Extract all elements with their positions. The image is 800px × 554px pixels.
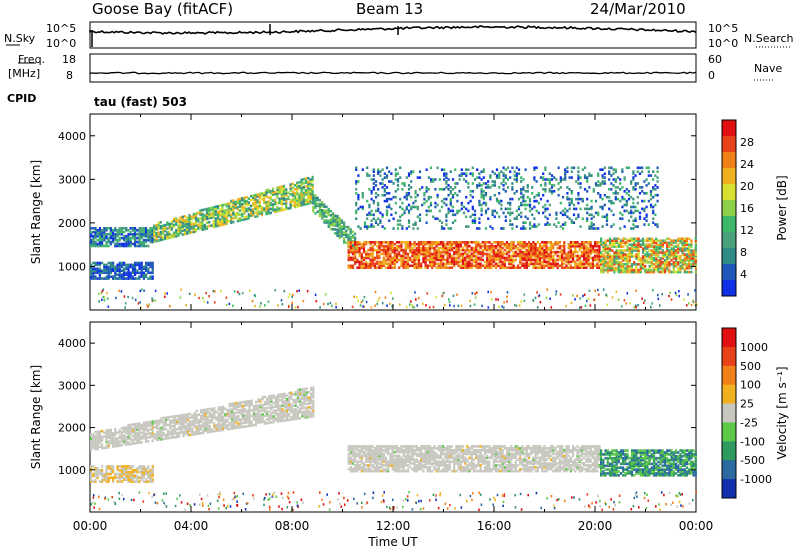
time-axis-label: Time UT: [367, 535, 418, 549]
power-region-3: [312, 194, 357, 253]
velocity-colorbar-segment: [722, 365, 736, 386]
power-colorbar-tick: 16: [740, 202, 754, 215]
noise-right-tick-top: 10^5: [708, 22, 739, 35]
noise-left-tick-top: 10^5: [46, 22, 77, 35]
noise-right-tick-bottom: 10^0: [708, 37, 739, 50]
power-colorbar-segment: [722, 136, 736, 153]
beam-title: Beam 13: [356, 0, 424, 18]
nave-tick-top: 60: [708, 53, 722, 66]
velocity-colorbar-segment: [722, 441, 736, 461]
time-tick-label: 20:00: [578, 519, 613, 533]
velocity-colorbar-tick: 25: [740, 398, 754, 411]
time-tick-label: 00:00: [73, 519, 108, 533]
power-colorbar-segment: [722, 200, 736, 217]
power-region-5: [355, 166, 659, 230]
power-ylabel: Slant Range [km]: [29, 160, 43, 264]
power-region-6: [600, 237, 697, 274]
cpid-label: CPID: [7, 92, 37, 105]
velocity-colorbar-frame: [721, 327, 737, 499]
velocity-region-2: [347, 445, 601, 473]
time-tick-label: 08:00: [275, 519, 310, 533]
power-colorbar-tick: 20: [740, 180, 754, 193]
velocity-colorbar-segment: [722, 479, 736, 499]
power-colorbar-segment: [722, 184, 736, 201]
nsky-label: N.Sky: [4, 32, 36, 45]
velocity-colorbar-segment: [722, 460, 736, 480]
nave-label: Nave: [754, 62, 783, 75]
velocity-ytick-label: 1000: [58, 464, 86, 477]
power-colorbar-tick: 4: [740, 268, 747, 281]
power-colorbar-segment: [722, 120, 736, 137]
freq-label-2: [MHz]: [8, 67, 41, 80]
mode-text: tau (fast) 503: [94, 95, 187, 109]
freq-tick-top: 18: [62, 53, 76, 66]
power-colorbar-segment: [722, 248, 736, 265]
power-colorbar-segment: [722, 168, 736, 185]
power-region-2: [153, 175, 314, 243]
time-tick-label: 12:00: [376, 519, 411, 533]
velocity-colorbar-segment: [722, 384, 736, 405]
velocity-region-1: [90, 386, 315, 452]
power-colorbar-tick: 12: [740, 224, 754, 237]
power-colorbar-segment: [722, 232, 736, 249]
velocity-colorbar-segment: [722, 346, 736, 367]
power-colorbar-tick: 28: [740, 136, 754, 149]
power-ytick-label: 1000: [58, 260, 86, 273]
velocity-region-0: [90, 465, 154, 483]
power-ground-speckle: [98, 288, 698, 309]
velocity-ytick-label: 3000: [58, 379, 86, 392]
power-panel-frame: [89, 113, 697, 311]
time-tick-label: 04:00: [174, 519, 209, 533]
velocity-region-3: [600, 449, 697, 477]
power-colorbar-label: Power [dB]: [775, 175, 789, 240]
velocity-colorbar-label: Velocity [m s⁻¹]: [775, 366, 789, 459]
power-ytick-label: 2000: [58, 217, 86, 230]
power-colorbar-segment: [722, 216, 736, 233]
velocity-ground-speckle: [90, 491, 697, 511]
velocity-colorbar-tick: -100: [740, 435, 765, 448]
power-region-1: [90, 227, 154, 248]
time-tick-label: 00:00: [679, 519, 714, 533]
freq-tick-bottom: 8: [66, 69, 73, 82]
velocity-colorbar-tick: 1000: [740, 341, 768, 354]
power-colorbar-tick: 8: [740, 246, 747, 259]
freq-line: [89, 71, 697, 75]
noise-sky-line: [89, 25, 697, 35]
noise-panel-frame: [89, 21, 697, 49]
velocity-colorbar-tick: 500: [740, 360, 761, 373]
power-colorbar-segment: [722, 152, 736, 169]
freq-panel-frame: [89, 53, 697, 83]
velocity-colorbar-segment: [722, 422, 736, 442]
velocity-ylabel: Slant Range [km]: [29, 365, 43, 469]
velocity-colorbar-tick: -1000: [740, 473, 772, 486]
power-colorbar-frame: [721, 119, 737, 297]
nsearch-label: N.Search: [744, 32, 794, 45]
power-ytick-label: 3000: [58, 173, 86, 186]
station-title: Goose Bay (fitACF): [92, 0, 234, 18]
velocity-colorbar-segment: [722, 403, 736, 423]
nave-tick-bottom: 0: [708, 69, 715, 82]
time-tick-label: 16:00: [477, 519, 512, 533]
velocity-colorbar-segment: [722, 328, 736, 348]
velocity-ytick-label: 2000: [58, 422, 86, 435]
date-title: 24/Mar/2010: [590, 0, 686, 18]
power-colorbar-segment: [722, 264, 736, 281]
noise-left-tick-bottom: 10^0: [46, 37, 77, 50]
velocity-ytick-label: 4000: [58, 337, 86, 350]
power-colorbar-segment: [722, 280, 736, 297]
power-region-4: [347, 241, 601, 269]
velocity-colorbar-tick: -500: [740, 454, 765, 467]
velocity-colorbar-tick: 100: [740, 379, 761, 392]
power-colorbar-tick: 24: [740, 158, 754, 171]
velocity-colorbar-tick: -25: [740, 416, 758, 429]
power-ytick-label: 4000: [58, 130, 86, 143]
